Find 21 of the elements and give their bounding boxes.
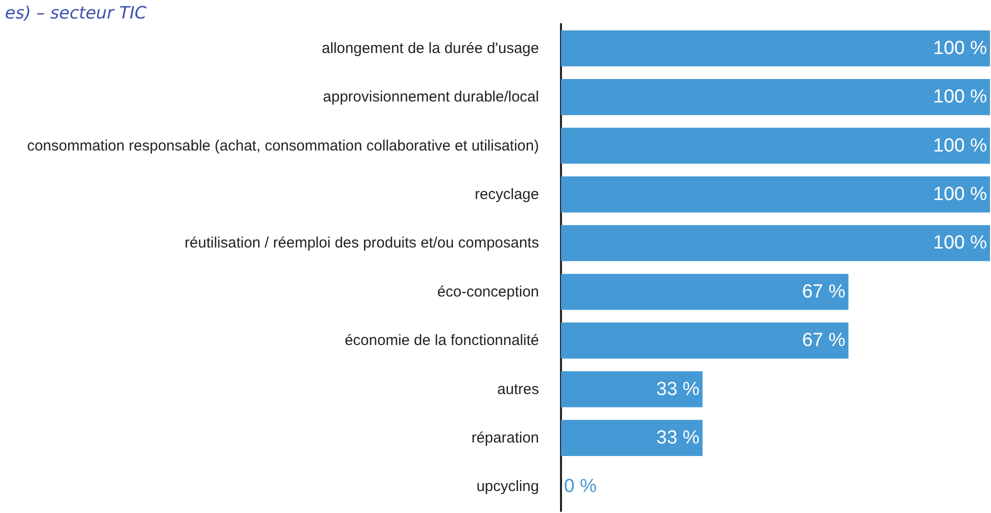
y-tick-label: approvisionnement durable/local [323, 88, 539, 106]
y-tick-label: allongement de la durée d'usage [322, 40, 539, 57]
data-label: 100 % [933, 184, 988, 205]
y-tick-label: autres [497, 380, 539, 398]
data-label: 100 % [933, 135, 988, 156]
data-label: 100 % [933, 38, 988, 59]
data-label: 100 % [933, 232, 988, 254]
data-label: 67 % [802, 281, 846, 302]
y-tick-label: recyclage [474, 186, 539, 203]
y-tick-label: réutilisation / réemploi des produits et/ou composants [184, 234, 539, 252]
y-tick-label: consommation responsable (achat, consommation collaborative et utilisation) [27, 137, 539, 154]
data-label: 33 % [656, 427, 700, 448]
data-label: 33 % [656, 378, 700, 400]
data-label: 67 % [802, 330, 846, 352]
data-label: 100 % [933, 86, 988, 108]
y-tick-label: upcycling [476, 478, 539, 496]
text: es) – secteur TIC [5, 4, 147, 24]
y-tick-label: éco-conception [437, 283, 539, 300]
y-tick-label: réparation [471, 429, 539, 446]
data-label: 0 % [564, 476, 597, 498]
y-tick-label: économie de la fonctionnalité [344, 332, 539, 350]
